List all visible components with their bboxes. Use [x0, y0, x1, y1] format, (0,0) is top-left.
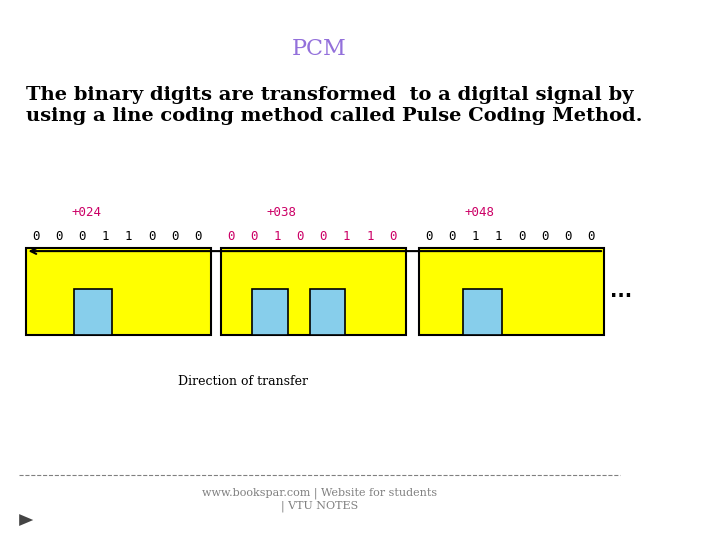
Text: 1: 1: [495, 230, 502, 243]
Text: 0: 0: [564, 230, 572, 243]
Text: +024: +024: [71, 206, 102, 219]
Text: www.bookspar.com | Website for students
| VTU NOTES: www.bookspar.com | Website for students …: [202, 487, 437, 512]
Text: 0: 0: [320, 230, 327, 243]
FancyBboxPatch shape: [26, 248, 211, 335]
Text: 1: 1: [102, 230, 109, 243]
Text: 0: 0: [541, 230, 549, 243]
Text: 0: 0: [390, 230, 397, 243]
Text: 0: 0: [518, 230, 526, 243]
Text: 0: 0: [588, 230, 595, 243]
Text: 0: 0: [55, 230, 63, 243]
Text: 0: 0: [425, 230, 433, 243]
Text: 0: 0: [171, 230, 179, 243]
FancyBboxPatch shape: [464, 289, 502, 335]
FancyBboxPatch shape: [310, 289, 345, 335]
Text: PCM: PCM: [292, 38, 347, 60]
Text: 1: 1: [472, 230, 479, 243]
Text: 0: 0: [32, 230, 40, 243]
Text: 0: 0: [449, 230, 456, 243]
FancyBboxPatch shape: [253, 289, 287, 335]
FancyBboxPatch shape: [418, 248, 604, 335]
Text: 0: 0: [250, 230, 258, 243]
Text: +038: +038: [266, 206, 296, 219]
Text: 0: 0: [148, 230, 156, 243]
Text: 1: 1: [274, 230, 281, 243]
Text: The binary digits are transformed  to a digital signal by
using a line coding me: The binary digits are transformed to a d…: [26, 86, 642, 125]
Text: 0: 0: [194, 230, 202, 243]
Polygon shape: [19, 514, 33, 526]
Text: +048: +048: [464, 206, 495, 219]
Text: 0: 0: [297, 230, 304, 243]
Text: 1: 1: [343, 230, 351, 243]
Text: 1: 1: [366, 230, 374, 243]
Text: 0: 0: [78, 230, 86, 243]
Text: Direction of transfer: Direction of transfer: [178, 375, 308, 388]
FancyBboxPatch shape: [73, 289, 112, 335]
Text: ...: ...: [611, 282, 633, 301]
FancyBboxPatch shape: [220, 248, 406, 335]
Text: 1: 1: [125, 230, 132, 243]
Text: 0: 0: [227, 230, 235, 243]
